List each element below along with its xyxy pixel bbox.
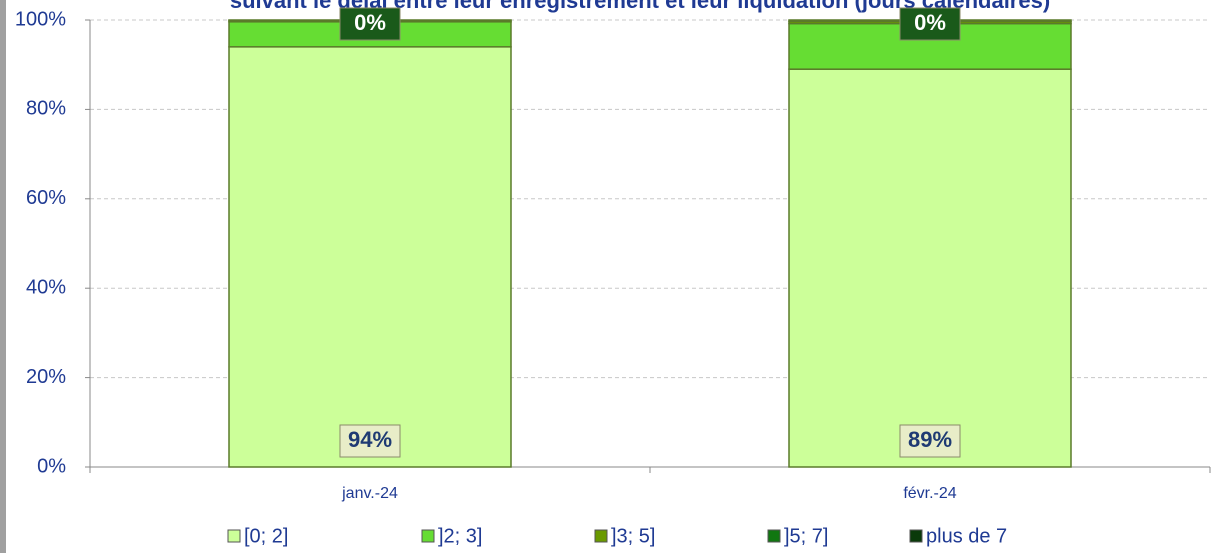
legend-label: [0; 2] (244, 525, 288, 547)
x-tick-label: févr.-24 (903, 485, 956, 502)
data-label: 0% (899, 7, 961, 41)
data-label: 89% (899, 424, 961, 458)
y-tick-label: 20% (26, 366, 66, 388)
y-tick-label: 0% (37, 455, 66, 477)
data-label-text: 0% (354, 10, 386, 35)
legend-swatch (594, 529, 608, 543)
chart-title: suivant le délai entre leur enregistreme… (230, 0, 1050, 13)
data-label: 94% (339, 424, 401, 458)
data-label-text: 89% (908, 427, 952, 452)
bar-segment (788, 68, 1072, 468)
y-tick-label: 100% (15, 8, 66, 30)
legend-label: ]5; 7] (784, 525, 828, 547)
y-tick-label: 40% (26, 276, 66, 298)
bar-segment (228, 46, 512, 468)
y-tick-label: 80% (26, 98, 66, 120)
x-tick-label: janv.-24 (341, 485, 398, 502)
y-tick-label: 60% (26, 187, 66, 209)
legend-label: ]2; 3] (438, 525, 482, 547)
legend-swatch (909, 529, 923, 543)
legend-swatch (421, 529, 435, 543)
legend-swatch (227, 529, 241, 543)
data-label-box (339, 424, 401, 458)
data-label-box (339, 7, 401, 41)
legend-label: ]3; 5] (611, 525, 655, 547)
data-label-box (899, 424, 961, 458)
data-label-text: 0% (914, 10, 946, 35)
data-label-text: 94% (348, 427, 392, 452)
data-label: 0% (339, 7, 401, 41)
left-border (0, 0, 6, 553)
data-label-box (899, 7, 961, 41)
legend-swatch (767, 529, 781, 543)
legend-label: plus de 7 (926, 525, 1007, 547)
